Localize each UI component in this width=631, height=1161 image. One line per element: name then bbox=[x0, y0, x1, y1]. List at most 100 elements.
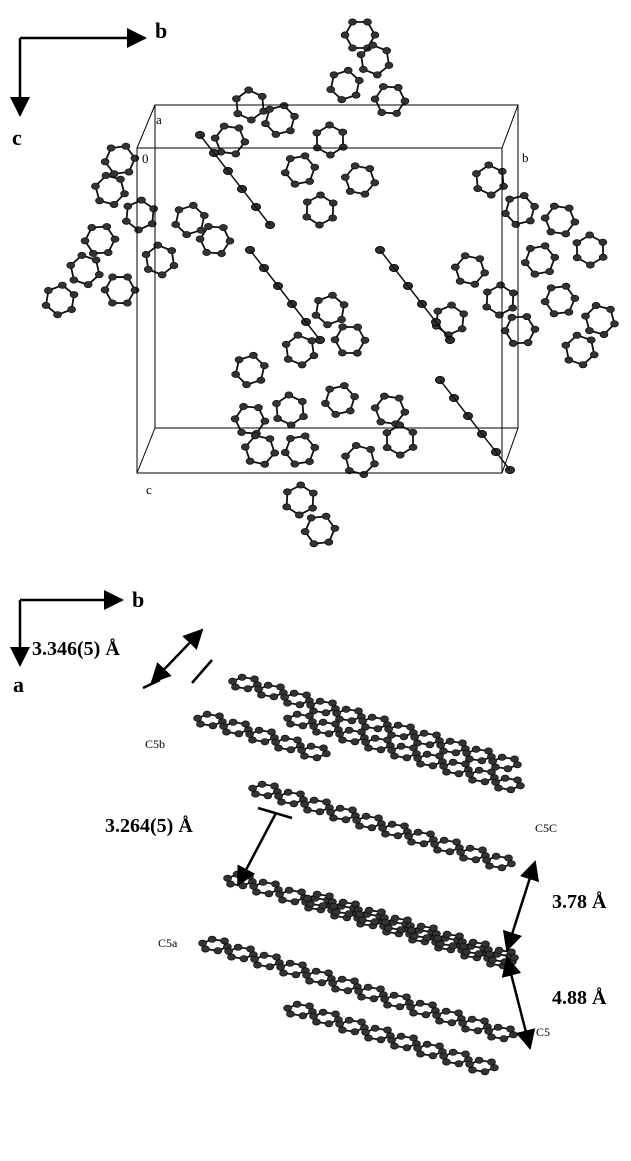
atom bbox=[479, 847, 487, 853]
ring bbox=[387, 425, 413, 455]
distance-label: 3.264(5) Å bbox=[105, 814, 193, 837]
atom bbox=[255, 686, 263, 692]
atom bbox=[229, 719, 237, 725]
atom bbox=[245, 87, 253, 93]
atom bbox=[449, 943, 457, 949]
atom bbox=[326, 386, 334, 392]
atom bbox=[261, 418, 269, 424]
atom bbox=[481, 1069, 489, 1075]
atom bbox=[299, 962, 307, 968]
atom bbox=[101, 159, 109, 165]
atom bbox=[308, 338, 316, 344]
atom bbox=[410, 1035, 418, 1041]
atom bbox=[581, 313, 589, 319]
atom bbox=[410, 745, 418, 751]
atom bbox=[325, 970, 333, 976]
atom bbox=[422, 1012, 430, 1018]
atom bbox=[423, 1041, 431, 1047]
atom bbox=[283, 489, 291, 495]
atom bbox=[103, 223, 111, 229]
atom bbox=[310, 723, 318, 729]
atom bbox=[266, 964, 274, 970]
atom bbox=[309, 490, 317, 496]
atom bbox=[414, 1045, 422, 1051]
atom bbox=[358, 1019, 366, 1025]
atom bbox=[414, 755, 422, 761]
atom bbox=[124, 274, 132, 280]
atom bbox=[280, 102, 288, 108]
atom bbox=[547, 229, 555, 235]
atom bbox=[251, 676, 259, 682]
atom bbox=[587, 337, 595, 343]
atom bbox=[369, 42, 377, 48]
atom bbox=[70, 277, 78, 283]
atom bbox=[592, 302, 600, 308]
ring bbox=[105, 277, 135, 303]
atom bbox=[272, 739, 280, 745]
atom bbox=[590, 352, 598, 358]
atom bbox=[371, 735, 379, 741]
atom bbox=[352, 442, 360, 448]
atom bbox=[281, 735, 289, 741]
atom bbox=[531, 271, 539, 277]
atom bbox=[354, 324, 362, 330]
atom bbox=[238, 674, 246, 680]
atom bbox=[244, 686, 252, 692]
atom bbox=[482, 941, 490, 947]
tick bbox=[192, 660, 212, 683]
atom bbox=[460, 943, 468, 949]
atom bbox=[442, 1008, 450, 1014]
top-axes bbox=[20, 38, 145, 115]
atom bbox=[251, 956, 259, 962]
atom bbox=[472, 857, 480, 863]
atom bbox=[416, 1000, 424, 1006]
bond bbox=[250, 250, 320, 340]
atom bbox=[500, 1036, 508, 1042]
atom bbox=[144, 266, 152, 272]
atom bbox=[327, 809, 335, 815]
atom bbox=[384, 737, 392, 743]
atom bbox=[108, 300, 116, 306]
atom bbox=[303, 199, 311, 205]
atom bbox=[277, 964, 285, 970]
atom bbox=[370, 996, 378, 1002]
bond bbox=[380, 250, 450, 340]
axis-label: c bbox=[12, 125, 22, 150]
atom bbox=[505, 855, 513, 861]
ring bbox=[505, 317, 535, 344]
atom bbox=[381, 716, 389, 722]
cell-label: a bbox=[156, 112, 162, 127]
atom bbox=[336, 1021, 344, 1027]
atom bbox=[492, 853, 500, 859]
atom bbox=[457, 849, 465, 855]
atom bbox=[573, 240, 581, 246]
atom bbox=[462, 761, 470, 767]
atom bbox=[281, 449, 289, 455]
atom bbox=[380, 393, 388, 399]
atom bbox=[298, 747, 306, 753]
atom bbox=[301, 801, 309, 807]
atom bbox=[395, 395, 403, 401]
atom bbox=[78, 252, 86, 258]
atom bbox=[316, 809, 324, 815]
atom bbox=[586, 232, 594, 238]
atom bbox=[306, 178, 314, 184]
atom bbox=[342, 817, 350, 823]
atom bbox=[440, 763, 448, 769]
atom bbox=[246, 731, 254, 737]
atom bbox=[301, 433, 309, 439]
atom bbox=[551, 254, 559, 260]
atom bbox=[429, 1002, 437, 1008]
atom bbox=[234, 944, 242, 950]
atom bbox=[379, 825, 387, 831]
atom bbox=[122, 143, 130, 149]
atom bbox=[291, 181, 299, 187]
atom bbox=[332, 721, 340, 727]
atom bbox=[353, 817, 361, 823]
atom bbox=[306, 458, 314, 464]
atom bbox=[116, 176, 124, 182]
atom bbox=[218, 250, 226, 256]
atom bbox=[229, 678, 237, 684]
atom bbox=[238, 429, 246, 435]
atom bbox=[142, 251, 150, 257]
